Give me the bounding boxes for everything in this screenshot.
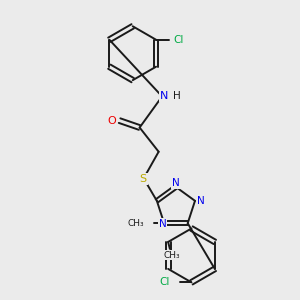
Text: N: N	[160, 92, 168, 101]
Text: N: N	[158, 219, 166, 229]
Text: Cl: Cl	[159, 278, 170, 287]
Text: N: N	[172, 178, 180, 188]
Text: O: O	[108, 116, 116, 126]
Text: CH₃: CH₃	[128, 219, 144, 228]
Text: Cl: Cl	[173, 35, 184, 45]
Text: CH₃: CH₃	[163, 250, 180, 260]
Text: H: H	[173, 92, 181, 101]
Text: S: S	[140, 174, 147, 184]
Text: N: N	[197, 196, 205, 206]
